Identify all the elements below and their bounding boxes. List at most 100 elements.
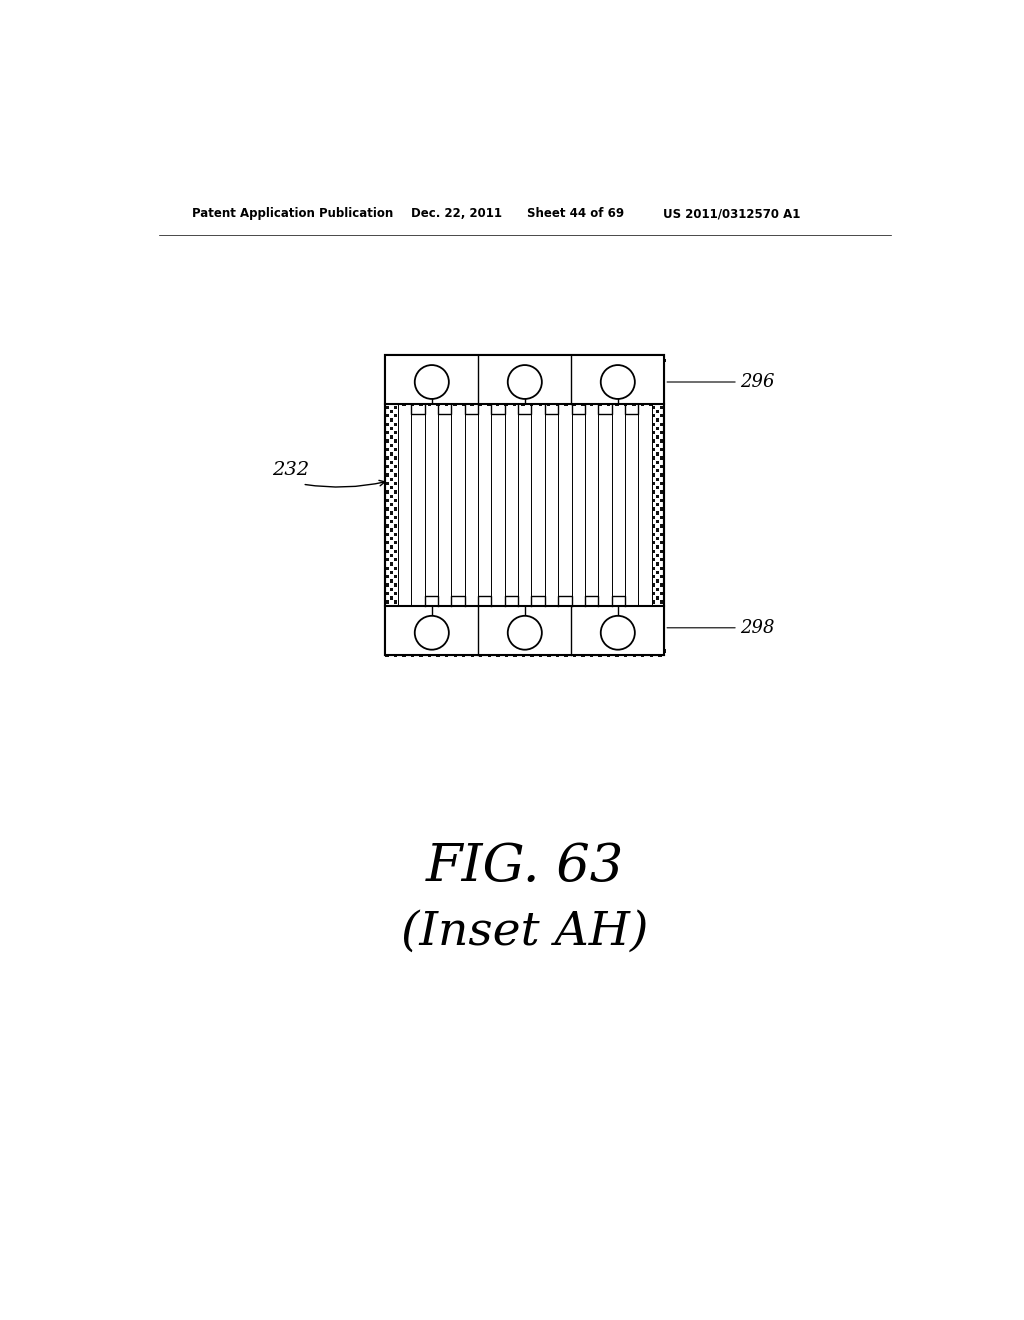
Bar [603, 359, 606, 363]
Bar [394, 499, 397, 502]
Bar [411, 385, 414, 389]
Bar [505, 403, 508, 407]
Bar [389, 478, 393, 480]
Bar [462, 653, 466, 657]
Bar [577, 631, 581, 635]
Bar [624, 378, 627, 381]
Bar [500, 606, 504, 609]
Bar [385, 541, 389, 544]
Bar [436, 610, 439, 612]
Bar [602, 614, 606, 618]
Bar [620, 606, 623, 609]
Bar [582, 644, 585, 647]
Bar [651, 422, 655, 426]
Bar [547, 610, 551, 612]
Bar [651, 490, 655, 494]
Bar [402, 644, 406, 647]
Bar [411, 378, 414, 381]
Bar [407, 359, 410, 363]
Bar [389, 503, 393, 507]
Bar [611, 614, 614, 618]
Bar [394, 626, 397, 630]
Bar [525, 639, 529, 643]
Bar [402, 363, 406, 367]
Bar [394, 388, 397, 392]
Bar [470, 370, 474, 372]
Bar [651, 363, 655, 367]
Bar [551, 391, 555, 393]
Bar [513, 645, 516, 648]
Bar [660, 499, 664, 502]
Bar [582, 618, 585, 622]
Bar [645, 399, 648, 403]
Bar [651, 447, 655, 451]
Bar [385, 380, 389, 384]
Bar [651, 541, 655, 544]
Bar [530, 403, 534, 407]
Bar [513, 403, 516, 407]
Bar [436, 395, 439, 397]
Bar [385, 645, 389, 648]
Bar [637, 359, 640, 363]
Bar [517, 606, 520, 609]
Bar [651, 355, 655, 358]
Bar [615, 395, 618, 397]
Bar [466, 649, 470, 652]
Bar [398, 639, 401, 643]
Bar [572, 653, 577, 657]
Bar [656, 436, 659, 438]
Bar [462, 363, 466, 367]
Bar [598, 363, 602, 367]
Bar [637, 649, 640, 652]
Bar [407, 639, 410, 643]
Bar [660, 363, 664, 367]
Bar [419, 618, 423, 622]
Bar [432, 606, 435, 609]
Bar [389, 511, 393, 515]
Bar [577, 399, 581, 403]
Bar [615, 645, 618, 648]
Bar [632, 627, 636, 630]
Bar [470, 403, 474, 407]
Bar [449, 381, 453, 385]
Bar [462, 370, 465, 372]
Bar [428, 610, 431, 612]
Bar [656, 545, 659, 549]
Bar [458, 631, 461, 635]
Bar [656, 384, 659, 388]
Bar [509, 623, 512, 626]
Bar [394, 405, 397, 409]
Bar [572, 403, 577, 407]
Bar [645, 381, 648, 385]
Bar [492, 606, 495, 609]
Bar [394, 440, 397, 442]
Bar [651, 516, 655, 519]
Bar [449, 623, 453, 626]
Bar [633, 355, 636, 358]
Bar [552, 649, 555, 652]
Bar [651, 583, 655, 587]
Bar [398, 399, 401, 403]
Bar [645, 364, 648, 368]
Bar [407, 374, 410, 376]
Bar [564, 645, 567, 648]
Bar [660, 355, 664, 358]
Bar [398, 381, 401, 385]
Bar [660, 440, 664, 442]
Bar [543, 399, 546, 403]
Bar [402, 618, 406, 622]
Bar [474, 381, 478, 385]
Bar [505, 378, 508, 381]
Bar [496, 370, 500, 372]
Text: Sheet 44 of 69: Sheet 44 of 69 [527, 207, 625, 220]
Bar [660, 430, 664, 434]
Bar [483, 614, 486, 618]
Bar [543, 374, 546, 376]
Bar [547, 395, 551, 397]
Bar [578, 359, 581, 363]
Bar [385, 397, 389, 400]
Bar [582, 355, 585, 358]
Bar [389, 367, 393, 371]
Bar [521, 635, 525, 639]
Bar [660, 601, 664, 603]
